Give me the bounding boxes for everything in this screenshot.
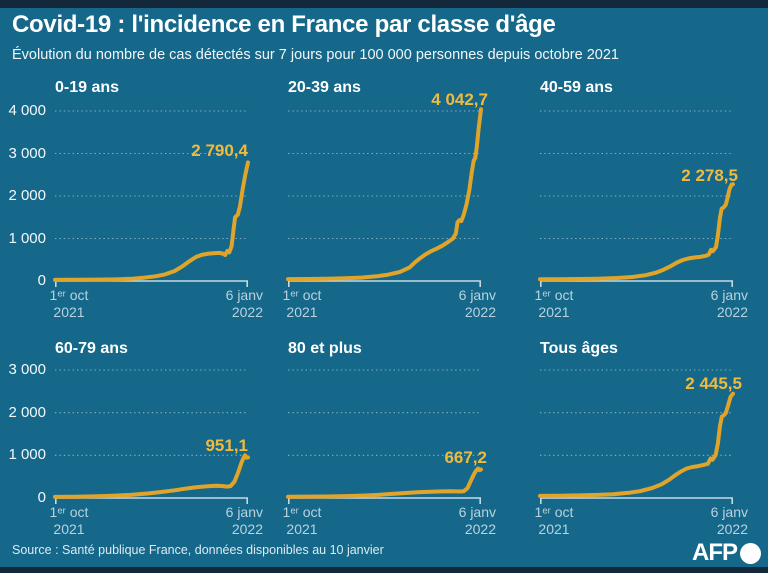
source-note: Source : Santé publique France, données …: [12, 543, 384, 557]
x-axis-end-label: 6 janv 2022: [225, 287, 263, 320]
y-tick-label: 4 000: [8, 102, 46, 119]
x-axis-end-label: 6 janv 2022: [458, 504, 496, 537]
line-chart: [53, 369, 250, 504]
x-axis-start-label: 1ᵉʳ oct 2021: [282, 287, 322, 320]
data-line: [286, 466, 483, 499]
panel-title: Tous âges: [540, 340, 618, 357]
y-tick-label: 0: [37, 489, 46, 506]
line-chart: [538, 369, 735, 504]
y-tick-label: 2 000: [8, 187, 46, 204]
panel-title: 0-19 ans: [55, 79, 120, 96]
top-band: [0, 0, 768, 8]
bottom-band: [0, 567, 768, 573]
x-axis-start-label: 1ᵉʳ oct 2021: [49, 287, 89, 320]
peak-value-label: 951,1: [205, 436, 248, 455]
peak-value-label: 667,2: [444, 448, 487, 467]
data-line: [53, 160, 250, 282]
line-chart: [286, 107, 483, 287]
data-line: [538, 391, 735, 498]
afp-logo-text: AFP: [692, 539, 738, 566]
peak-value-label: 2 790,4: [191, 141, 248, 160]
afp-logo: AFP: [692, 541, 761, 565]
y-tick-label: 0: [37, 272, 46, 289]
line-chart: [53, 110, 250, 287]
y-tick-label: 1 000: [8, 446, 46, 464]
peak-value-label: 2 445,5: [685, 374, 742, 393]
panel-title: 80 et plus: [288, 340, 362, 357]
page-subtitle: Évolution du nombre de cas détectés sur …: [12, 47, 619, 63]
y-tick-label: 3 000: [8, 144, 46, 162]
panel-title: 40-59 ans: [540, 79, 613, 96]
afp-logo-dot-icon: [740, 542, 761, 564]
x-axis-start-label: 1ᵉʳ oct 2021: [49, 504, 89, 537]
x-axis-end-label: 6 janv 2022: [458, 287, 496, 320]
peak-value-label: 2 278,5: [681, 166, 738, 185]
x-axis-start-label: 1ᵉʳ oct 2021: [534, 504, 574, 537]
panel-title: 20-39 ans: [288, 79, 361, 96]
x-axis-start-label: 1ᵉʳ oct 2021: [534, 287, 574, 320]
line-chart: [538, 110, 735, 287]
panel-title: 60-79 ans: [55, 340, 128, 357]
y-tick-label: 3 000: [8, 361, 46, 378]
x-axis-end-label: 6 janv 2022: [225, 504, 263, 537]
data-line: [538, 182, 735, 282]
data-line: [286, 107, 483, 282]
page-title: Covid-19 : l'incidence en France par cla…: [12, 11, 556, 38]
data-line: [53, 453, 250, 499]
y-tick-label: 1 000: [8, 229, 46, 247]
line-chart: [286, 369, 483, 504]
x-axis-end-label: 6 janv 2022: [710, 287, 748, 320]
x-axis-end-label: 6 janv 2022: [710, 504, 748, 537]
x-axis-start-label: 1ᵉʳ oct 2021: [282, 504, 322, 537]
peak-value-label: 4 042,7: [431, 90, 488, 109]
y-tick-label: 2 000: [8, 403, 46, 421]
